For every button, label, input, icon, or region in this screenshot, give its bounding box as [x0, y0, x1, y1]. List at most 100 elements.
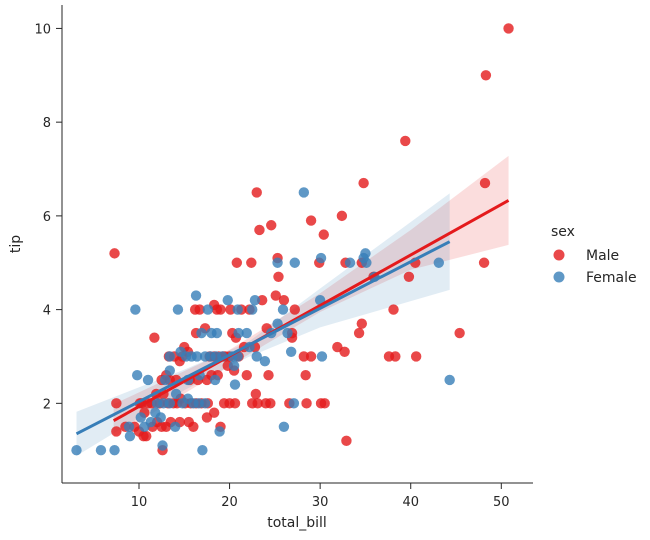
point-female — [164, 365, 175, 376]
point-female — [289, 257, 300, 268]
point-male — [305, 351, 317, 362]
regression-line-female — [75, 240, 451, 436]
legend-marker-male — [553, 249, 565, 261]
point-female — [196, 327, 207, 339]
point-male — [341, 435, 352, 447]
point-male — [503, 23, 514, 34]
point-female — [172, 304, 184, 315]
point-female — [249, 295, 261, 306]
point-female — [135, 412, 147, 423]
point-male — [194, 304, 205, 315]
point-male — [410, 351, 422, 362]
x-tick-label: 10 — [131, 495, 148, 510]
y-tick-label: 2 — [43, 397, 51, 412]
legend-label-female: Female — [586, 270, 637, 286]
point-female — [209, 374, 221, 386]
point-male — [454, 327, 465, 339]
point-male — [390, 351, 401, 362]
point-male — [273, 271, 284, 283]
point-male — [256, 295, 268, 306]
point-male — [353, 327, 365, 339]
point-male — [270, 290, 281, 301]
point-male — [231, 257, 243, 268]
point-female — [358, 252, 369, 264]
point-male — [149, 332, 160, 343]
point-male — [403, 271, 415, 283]
point-male — [225, 304, 236, 315]
legend: sex Male Female — [551, 224, 637, 286]
y-tick-label: 10 — [34, 22, 51, 37]
ticks: 10 20 30 40 50 2 4 6 8 10 — [34, 22, 509, 510]
point-female — [315, 252, 327, 264]
point-female — [123, 421, 135, 432]
point-female — [191, 351, 203, 362]
point-female — [160, 374, 171, 386]
point-female — [282, 327, 293, 339]
point-female — [197, 444, 208, 456]
point-female — [95, 444, 107, 456]
point-male — [241, 370, 252, 381]
legend-label-male: Male — [586, 248, 619, 264]
point-male — [298, 351, 310, 362]
point-female — [71, 444, 82, 456]
point-male — [289, 304, 300, 315]
point-male — [263, 370, 274, 381]
point-female — [202, 304, 214, 315]
point-female — [344, 257, 356, 268]
point-male — [250, 388, 262, 400]
point-male — [336, 210, 348, 222]
point-male — [215, 304, 226, 315]
point-male — [478, 257, 490, 268]
point-female — [233, 327, 244, 339]
point-female — [229, 379, 241, 390]
x-tick-label: 20 — [221, 495, 238, 510]
point-female — [170, 388, 182, 400]
point-male — [111, 426, 122, 437]
point-female — [277, 304, 289, 315]
point-female — [199, 398, 211, 409]
point-female — [285, 346, 297, 357]
y-tick-label: 8 — [43, 116, 51, 131]
legend-title: sex — [551, 224, 575, 240]
point-female — [145, 416, 156, 428]
point-female — [232, 304, 243, 315]
point-female — [211, 327, 223, 339]
point-female — [164, 398, 175, 409]
x-tick-label: 50 — [493, 495, 510, 510]
legend-marker-female — [553, 271, 565, 283]
point-female — [298, 187, 310, 198]
point-male — [358, 177, 369, 189]
point-male — [479, 177, 491, 189]
x-tick-label: 30 — [312, 495, 329, 510]
point-male — [318, 229, 329, 240]
regression-lines — [75, 199, 510, 436]
point-male — [400, 135, 411, 147]
point-female — [241, 327, 252, 339]
point-male — [319, 398, 330, 409]
point-male — [252, 398, 263, 409]
point-male — [300, 370, 311, 381]
point-male — [141, 430, 152, 442]
point-male — [109, 248, 120, 259]
point-male — [388, 304, 399, 315]
point-male — [188, 421, 199, 432]
point-male — [229, 398, 241, 409]
point-female — [142, 374, 154, 386]
point-female — [444, 374, 455, 386]
point-female — [433, 257, 444, 268]
point-female — [214, 426, 225, 437]
point-male — [301, 398, 312, 409]
point-female — [247, 304, 258, 315]
y-axis-title: tip — [8, 235, 24, 253]
point-female — [288, 398, 300, 409]
point-male — [339, 346, 350, 357]
point-male — [305, 215, 317, 226]
point-female — [124, 430, 136, 442]
point-female — [259, 355, 271, 367]
regression-line-male — [112, 199, 510, 422]
x-axis-title: total_bill — [267, 515, 327, 531]
y-tick-label: 6 — [43, 210, 51, 225]
point-male — [111, 398, 122, 409]
point-female — [155, 412, 166, 423]
